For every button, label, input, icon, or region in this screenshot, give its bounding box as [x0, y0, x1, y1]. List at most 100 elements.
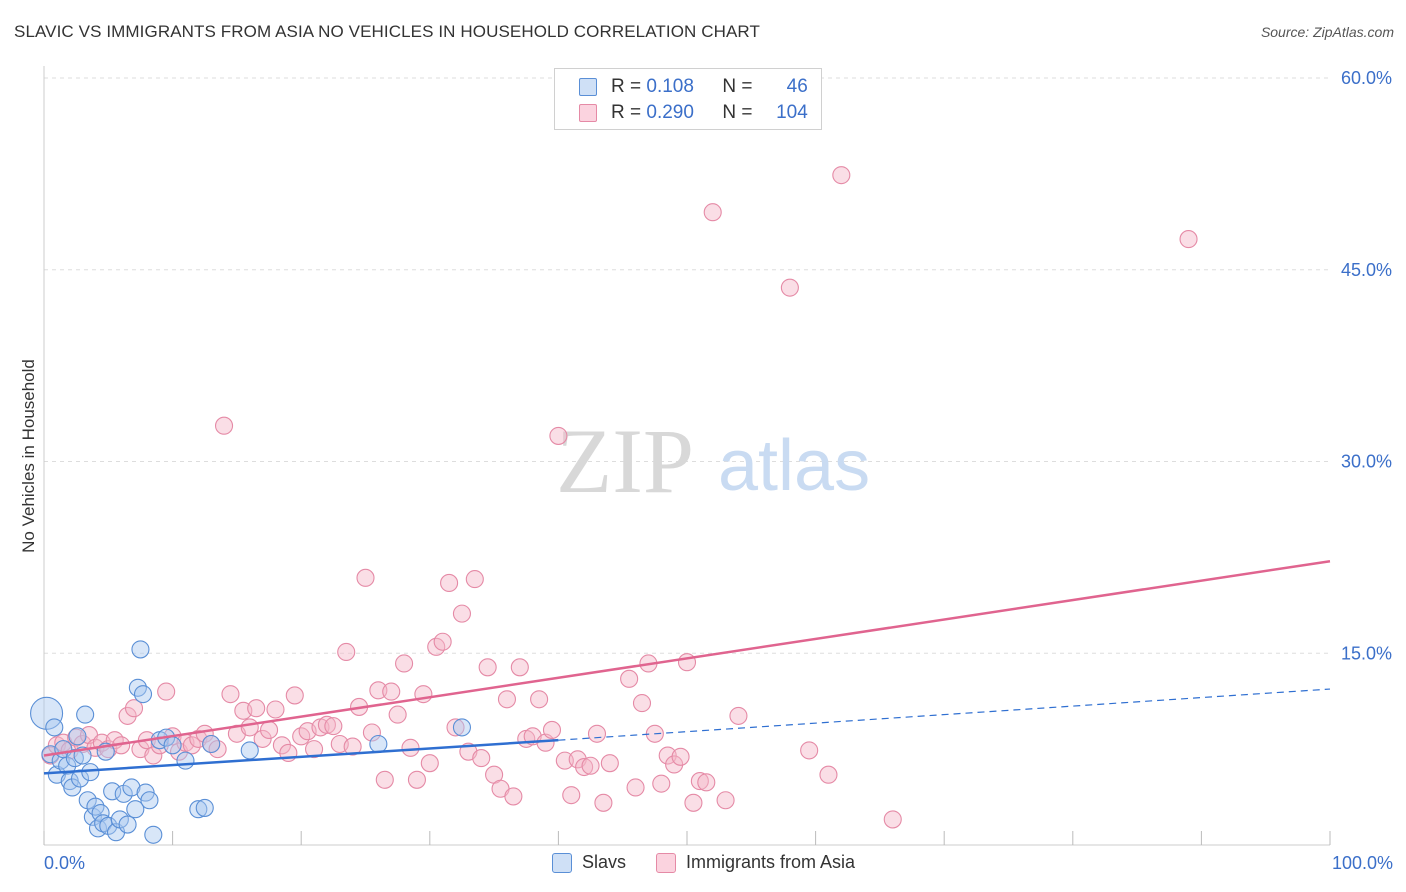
asia-point [369, 681, 388, 700]
asia-point [440, 573, 459, 592]
asia-point [221, 685, 240, 704]
legend-swatch-asia [579, 104, 597, 122]
asia-point [452, 604, 472, 623]
trend-lines [43, 559, 1331, 775]
slavs-point [30, 696, 64, 730]
asia-point [324, 717, 343, 736]
series-label-asia: Immigrants from Asia [686, 852, 856, 872]
slavs-point [202, 734, 221, 754]
asia-point [157, 682, 176, 701]
asia-point [620, 669, 639, 688]
asia-point [530, 690, 549, 709]
watermark-zip: ZIP [556, 410, 694, 512]
legend-n-label: N = [722, 102, 753, 123]
series-label-slavs: Slavs [582, 852, 627, 872]
asia-point [285, 686, 304, 705]
asia-point [575, 757, 594, 777]
legend-n-value: 104 [776, 102, 808, 123]
y-tick-label: 30.0% [1341, 452, 1392, 472]
asia-point [883, 810, 902, 829]
slavs-point [144, 825, 163, 844]
legend-r-value: 0.108 [646, 76, 694, 97]
source-credit: Source: ZipAtlas.com [1260, 24, 1394, 40]
slavs-point [452, 718, 472, 737]
zipatlas-watermark: ZIP atlas [556, 410, 870, 512]
asia-point [703, 203, 722, 222]
asia-point [690, 772, 709, 791]
legend-n-label: N = [722, 76, 753, 97]
slavs-point [126, 800, 145, 819]
asia-point [382, 682, 401, 701]
asia-point [343, 737, 362, 756]
series-swatch-asia [656, 852, 677, 873]
asia-point [253, 729, 272, 748]
chart-title: SLAVIC VS IMMIGRANTS FROM ASIA NO VEHICL… [14, 22, 760, 41]
asia-point [800, 741, 819, 760]
y-tick-label: 45.0% [1341, 260, 1392, 280]
asia-point [247, 699, 266, 718]
asia-point [504, 787, 523, 806]
asia-point [362, 723, 381, 742]
legend-r-value: 0.290 [646, 102, 694, 123]
slavs-point [133, 685, 153, 704]
slavs-point [103, 782, 122, 801]
series-legend-slavs: Slavs [552, 852, 626, 873]
slavs-point [58, 756, 77, 775]
slavs-point [195, 798, 214, 817]
slavs-point [240, 741, 259, 760]
asia-point [665, 755, 684, 774]
asia-point [697, 773, 716, 792]
asia-point [542, 720, 562, 740]
slavs-point [131, 640, 150, 659]
asia-point [420, 754, 439, 773]
watermark-atlas: atlas [718, 426, 870, 506]
asia-point [716, 791, 735, 810]
asia-point [562, 786, 581, 805]
asia-point [587, 724, 607, 743]
legend-n-value: 46 [786, 76, 808, 97]
asia-point [832, 166, 851, 185]
slavs-point [369, 734, 388, 754]
series-swatch-slavs [552, 852, 572, 873]
asia-point [555, 751, 574, 770]
asia-point [317, 715, 336, 734]
asia-trend-line [43, 559, 1331, 757]
legend-swatch-slavs [579, 78, 597, 96]
asia-point [388, 705, 407, 724]
y-tick-label: 15.0% [1341, 643, 1392, 663]
slavs-point [189, 800, 208, 819]
legend-row-slavs: R = 0.108 N = 46 [579, 75, 808, 99]
asia-point [272, 736, 291, 755]
asia-point [819, 765, 838, 784]
slavs-point [81, 763, 100, 782]
asia-point [433, 632, 452, 651]
x-tick-label-max: 100.0% [1332, 853, 1393, 873]
asia-point [356, 568, 375, 587]
asia-point [182, 736, 201, 755]
asia-point [600, 754, 619, 773]
asia-point [1179, 230, 1198, 249]
asia-point [407, 770, 426, 789]
asia-point [478, 658, 497, 677]
legend-r-label: R = [611, 102, 642, 123]
asia-point [144, 746, 163, 765]
asia-point [780, 278, 799, 297]
asia-point [259, 720, 279, 740]
series-legend: Slavs Immigrants from Asia [552, 852, 885, 873]
asia-point [729, 706, 748, 725]
legend-row-asia: R = 0.290 N = 104 [579, 101, 808, 125]
slavs-trend-line [43, 738, 559, 775]
asia-point [510, 658, 529, 677]
asia-point [671, 747, 690, 766]
asia-point [465, 570, 484, 589]
legend-r-label: R = [611, 76, 642, 97]
asia-point [337, 642, 356, 662]
slavs-point [176, 751, 195, 770]
asia-point [594, 793, 613, 812]
data-points [30, 166, 1198, 844]
slavs-point [45, 718, 64, 737]
slavs-point [76, 705, 95, 724]
asia-point [684, 793, 703, 812]
slavs-point [88, 819, 108, 838]
